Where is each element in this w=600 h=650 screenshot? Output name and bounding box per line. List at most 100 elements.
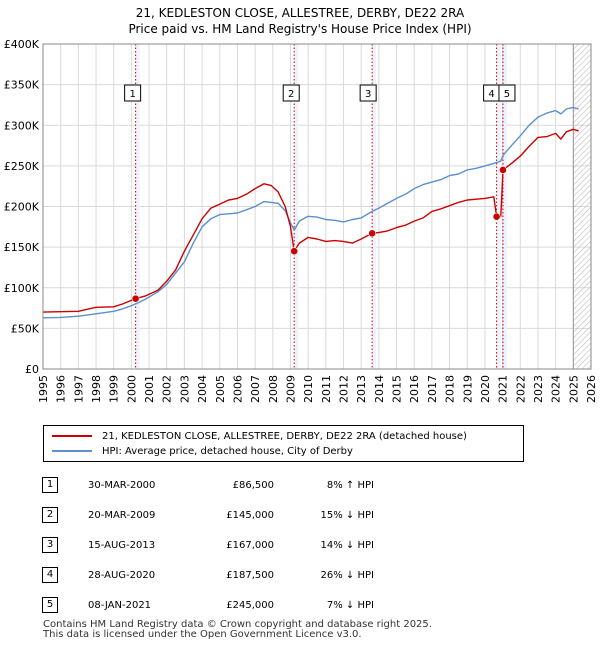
y-axis-ticks: £0 £50K £100K £150K £200K £250K £300K £350K £400… <box>4 38 40 376</box>
x-tick-label: 2000 <box>125 375 138 403</box>
x-tick-label: 2012 <box>338 375 351 403</box>
sale-number-badge: 1 <box>42 477 58 493</box>
series-lines <box>42 106 579 319</box>
x-tick-label: 1995 <box>37 375 50 403</box>
sale-number-label: 3 <box>359 84 377 102</box>
sale-label-box <box>359 84 377 102</box>
y-tick-label: £350K <box>4 79 40 92</box>
sale-marker <box>290 247 299 256</box>
legend: 21, KEDLESTON CLOSE, ALLESTREE, DERBY, D… <box>43 425 524 462</box>
x-tick-label: 2008 <box>267 375 280 403</box>
sale-shade <box>502 44 507 369</box>
sale-marker <box>499 166 507 174</box>
x-tick-label: 1999 <box>108 375 121 403</box>
x-tick-label: 2005 <box>214 375 227 403</box>
x-tick-label: 2001 <box>143 375 156 403</box>
sale-shade <box>135 44 140 369</box>
sale-hpi-diff: 15% ↓ HPI <box>320 509 374 521</box>
x-axis-ticks: 1995 1996 1997 1998 1999 2000 2001 2002 2003 2004… <box>37 375 598 403</box>
sale-date: 20-MAR-2009 <box>88 509 156 521</box>
sale-date: 30-MAR-2000 <box>88 479 156 491</box>
sale-label-text: 1 <box>129 89 135 100</box>
forecast-hatch <box>573 44 591 369</box>
sales-table: 1 30-MAR-2000 £86,500 8% ↑ HPI 2 20-MAR-… <box>42 470 374 620</box>
x-tick-label: 2026 <box>585 375 598 403</box>
table-row: 4 28-AUG-2020 £187,500 26% ↓ HPI <box>42 560 374 590</box>
x-tick-label: 2018 <box>444 375 457 403</box>
sale-number-badge: 5 <box>42 597 58 613</box>
x-tick-label: 2016 <box>408 375 421 403</box>
sale-marker <box>368 229 377 238</box>
table-row: 3 15-AUG-2013 £167,000 14% ↓ HPI <box>42 530 374 560</box>
sale-date: 15-AUG-2013 <box>88 539 156 551</box>
x-tick-label: 2006 <box>231 375 244 403</box>
y-tick-label: £100K <box>4 282 40 295</box>
sale-label-text: 4 <box>488 89 494 100</box>
y-tick-label: £150K <box>4 241 40 254</box>
x-tick-label: 2017 <box>426 375 439 403</box>
sale-number-label: 1 <box>124 84 142 102</box>
legend-swatch-hpi <box>52 450 92 452</box>
x-tick-label: 1996 <box>55 375 68 403</box>
sale-number-label: 4 <box>483 84 501 102</box>
chart-title-line1: 21, KEDLESTON CLOSE, ALLESTREE, DERBY, D… <box>135 6 465 20</box>
sale-number-label: 5 <box>498 84 516 102</box>
sale-shade <box>294 44 299 369</box>
x-tick-label: 2025 <box>567 375 580 403</box>
sale-label-box <box>498 84 516 102</box>
property-price-line <box>42 128 579 313</box>
x-tick-label: 2015 <box>391 375 404 403</box>
footer-line1: Contains HM Land Registry data © Crown c… <box>43 619 432 630</box>
sale-marker <box>131 294 140 303</box>
x-tick-label: 2021 <box>497 375 510 403</box>
y-tick-label: £300K <box>4 119 40 132</box>
sale-number-badge: 3 <box>42 537 58 553</box>
footer-line2: This data is licensed under the Open Gov… <box>43 629 362 640</box>
sale-price: £86,500 <box>232 479 274 491</box>
sale-marker <box>492 212 501 221</box>
x-tick-label: 2011 <box>320 375 333 403</box>
x-tick-label: 1998 <box>90 375 103 403</box>
sale-label-box <box>124 84 142 102</box>
sale-label-text: 3 <box>365 89 371 100</box>
sale-label-text: 2 <box>288 89 294 100</box>
x-tick-label: 2024 <box>550 375 563 403</box>
sale-number-badge: 4 <box>42 567 58 583</box>
sale-number-label: 2 <box>282 84 300 102</box>
x-tick-label: 2023 <box>532 375 545 403</box>
x-tick-label: 2007 <box>249 375 262 403</box>
y-tick-label: £200K <box>4 201 40 214</box>
x-tick-label: 2003 <box>178 375 191 403</box>
legend-item-hpi: HPI: Average price, detached house, City… <box>52 444 353 458</box>
x-tick-label: 2019 <box>461 375 474 403</box>
table-row: 2 20-MAR-2009 £145,000 15% ↓ HPI <box>42 500 374 530</box>
y-tick-label: £250K <box>4 160 40 173</box>
sale-price: £187,500 <box>226 569 274 581</box>
footer: Contains HM Land Registry data © Crown c… <box>43 620 432 640</box>
x-tick-label: 1997 <box>72 375 85 403</box>
hpi-line <box>42 106 579 319</box>
x-tick-label: 2004 <box>196 375 209 403</box>
legend-swatch-property <box>52 435 92 437</box>
sale-markers <box>131 166 507 303</box>
legend-item-property: 21, KEDLESTON CLOSE, ALLESTREE, DERBY, D… <box>52 429 467 443</box>
x-tick-label: 2002 <box>161 375 174 403</box>
legend-label-property: 21, KEDLESTON CLOSE, ALLESTREE, DERBY, D… <box>102 430 467 442</box>
x-tick-label: 2009 <box>284 375 297 403</box>
sale-label-box <box>282 84 300 102</box>
x-tick-label: 2020 <box>479 375 492 403</box>
sale-shade <box>372 44 377 369</box>
x-tick-label: 2010 <box>302 375 315 403</box>
plot-frame <box>42 43 592 370</box>
sale-price: £245,000 <box>226 599 274 611</box>
sale-shade <box>496 44 501 369</box>
sale-hpi-diff: 26% ↓ HPI <box>320 569 374 581</box>
sale-date-lines <box>135 44 507 369</box>
sale-number-badge: 2 <box>42 507 58 523</box>
sale-hpi-diff: 14% ↓ HPI <box>320 539 374 551</box>
table-row: 1 30-MAR-2000 £86,500 8% ↑ HPI <box>42 470 374 500</box>
sale-hpi-diff: 8% ↑ HPI <box>326 479 374 491</box>
sale-hpi-diff: 7% ↓ HPI <box>326 599 374 611</box>
